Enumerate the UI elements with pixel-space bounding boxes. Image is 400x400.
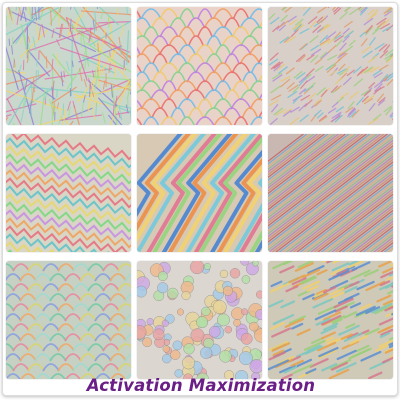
pattern-texture [6, 261, 131, 379]
pattern-tile-7 [6, 261, 131, 379]
pattern-tile-5 [137, 134, 262, 252]
caption-text: Activation Maximization [86, 376, 316, 395]
pattern-texture [137, 134, 262, 252]
image-frame: Activation Maximization [2, 2, 398, 396]
pattern-texture [6, 7, 131, 125]
pattern-tile-3 [268, 7, 393, 125]
pattern-texture [268, 7, 393, 125]
pattern-tile-2 [137, 7, 262, 125]
pattern-texture [6, 134, 131, 252]
pattern-texture [137, 7, 262, 125]
pattern-tile-4 [6, 134, 131, 252]
pattern-texture [137, 261, 262, 379]
pattern-tile-1 [6, 7, 131, 125]
pattern-texture [268, 261, 393, 379]
pattern-tile-9 [268, 261, 393, 379]
pattern-texture [268, 134, 393, 252]
pattern-tile-6 [268, 134, 393, 252]
pattern-tile-8 [137, 261, 262, 379]
